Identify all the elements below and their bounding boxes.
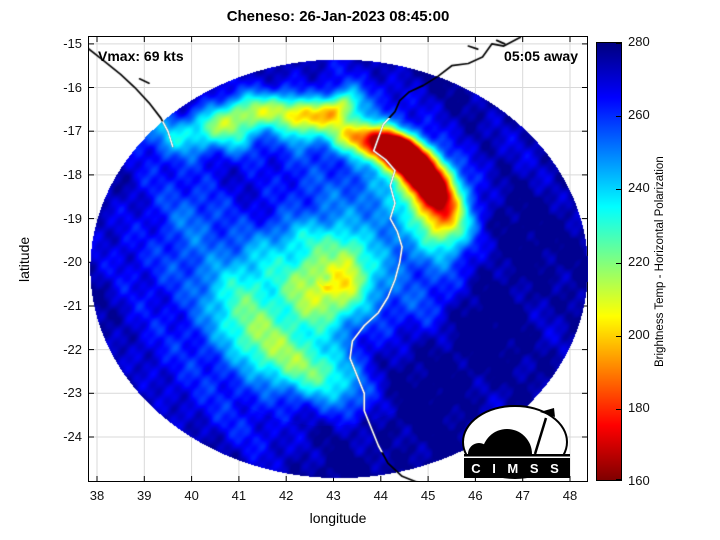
x-tick-label: 45	[420, 488, 436, 503]
y-tick-label: -15	[63, 35, 82, 51]
colorbar-tick-label: 180	[628, 399, 650, 415]
observatory-dome-icon	[482, 429, 532, 454]
antenna-dish-icon	[540, 408, 555, 417]
cimss-logo: C I M S S	[462, 405, 570, 479]
x-tick-label: 46	[468, 488, 483, 503]
colorbar-tickmark	[616, 479, 621, 480]
y-tick-label: -16	[63, 79, 82, 95]
logo-banner-stripe	[464, 456, 570, 458]
x-tick-label: 43	[326, 488, 341, 503]
x-tick-label: 48	[562, 488, 578, 503]
colorbar	[596, 42, 622, 481]
colorbar-tick-label: 260	[628, 107, 650, 123]
y-tick-label: -21	[63, 297, 82, 313]
logo-text: C I M S S	[471, 461, 563, 476]
figure-title: Cheneso: 26-Jan-2023 08:45:00	[226, 8, 450, 25]
colorbar-tick-label: 200	[628, 326, 650, 342]
colorbar-tickmark	[616, 408, 621, 410]
plot-area: Vmax: 69 kts 05:05 away C I M S S	[88, 36, 588, 482]
x-tick-label: 40	[184, 488, 199, 503]
y-tick-label: -19	[63, 210, 82, 226]
x-tick-label: 44	[373, 488, 389, 503]
colorbar-tickmark	[616, 116, 621, 118]
y-tick-label: -23	[63, 385, 82, 401]
x-tick-label: 39	[137, 488, 152, 503]
colorbar-tickmark	[616, 43, 621, 44]
x-tick-label: 47	[515, 488, 530, 503]
colorbar-tickmark	[616, 335, 621, 337]
y-tick-label: -18	[63, 166, 82, 182]
eta-annotation: 05:05 away	[504, 48, 578, 64]
y-tick-label: -22	[63, 341, 82, 357]
y-axis-label: latitude	[16, 236, 32, 282]
antenna-mast-icon	[533, 417, 548, 455]
colorbar-tick-label: 240	[628, 180, 650, 196]
x-axis-label: longitude	[309, 510, 367, 526]
colorbar-tickmark	[616, 189, 621, 191]
x-tick-label: 41	[231, 488, 247, 503]
x-tick-label: 38	[89, 488, 105, 503]
small-dome-icon	[468, 443, 490, 454]
colorbar-tick-label: 220	[628, 253, 650, 269]
y-tick-label: -17	[63, 123, 82, 139]
vmax-annotation: Vmax: 69 kts	[98, 48, 184, 64]
colorbar-tick-label: 160	[628, 473, 650, 488]
colorbar-tick-label: 280	[628, 34, 650, 49]
colorbar-tickmark	[616, 262, 621, 264]
x-tick-label: 42	[278, 488, 294, 503]
y-tick-label: -24	[63, 429, 82, 444]
y-tick-label: -20	[63, 254, 82, 270]
